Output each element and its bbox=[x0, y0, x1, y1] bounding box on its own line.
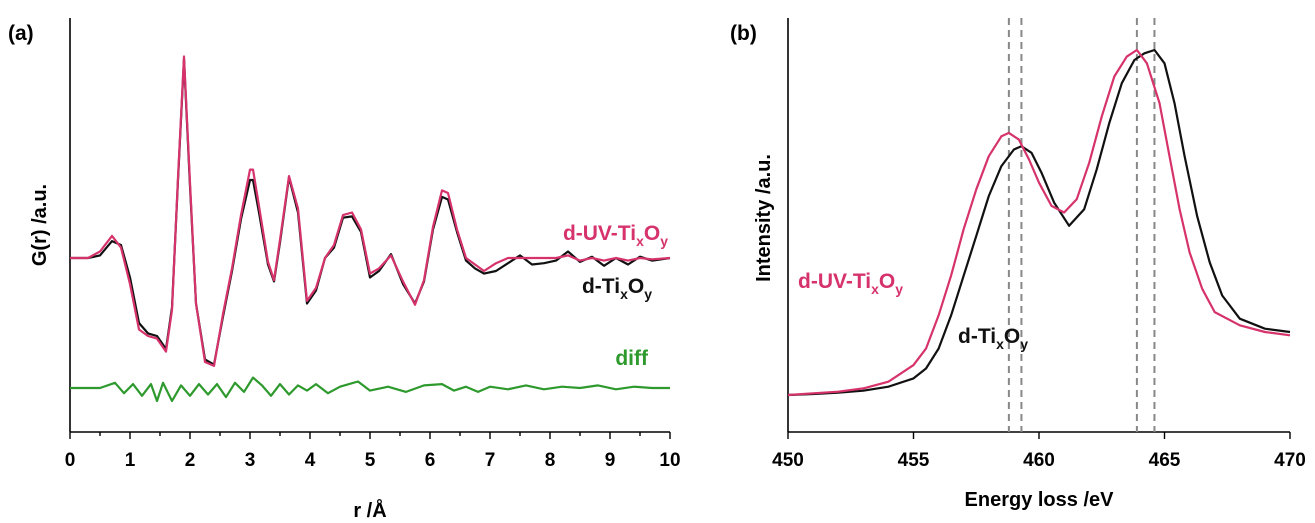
panel-b-x-tick-label: 460 bbox=[1023, 450, 1055, 471]
panel-a-legend-d-uv: d-UV-TixOy bbox=[563, 222, 668, 249]
panel-b-y-axis-title: Intensity /a.u. bbox=[753, 154, 775, 282]
panel-b-eels-chart: (b) 450 455 460 465 470 Energy loss /eV Intensi… bbox=[730, 18, 1306, 511]
panel-a-x-tick-label: 1 bbox=[125, 450, 136, 471]
panel-a-x-tick-label: 0 bbox=[65, 450, 76, 471]
panel-b-x-tick-label: 455 bbox=[898, 450, 930, 471]
panel-a-x-tick-label: 3 bbox=[245, 450, 256, 471]
panel-a-x-tick-label: 2 bbox=[185, 450, 196, 471]
panel-a-x-tick-label: 7 bbox=[485, 450, 496, 471]
panel-a-x-tick-label: 5 bbox=[365, 450, 376, 471]
panel-a-tag: (a) bbox=[8, 22, 34, 45]
panel-a-legend-diff: diff bbox=[615, 347, 649, 370]
panel-b-series-line bbox=[787, 48, 1291, 397]
panel-b-legend-d: d-TixOy bbox=[958, 325, 1028, 352]
panel-a-y-axis-title: G(r) /a.u. bbox=[29, 184, 51, 266]
panel-a-series-line bbox=[70, 58, 671, 366]
panel-b-series-line bbox=[787, 48, 1291, 397]
panel-a-x-tick-label: 6 bbox=[425, 450, 436, 471]
panel-a-pdf-chart: (a) 0 1 2 3 4 5 6 7 8 9 10 r /Å G(r) /a.u. d-UV-TixOy d… bbox=[8, 18, 681, 522]
panel-b-x-tick-label: 465 bbox=[1149, 450, 1181, 471]
panel-b-x-axis-title: Energy loss /eV bbox=[965, 489, 1115, 511]
panel-a-series-line bbox=[70, 376, 670, 403]
panel-b-x-tick-label: 470 bbox=[1274, 450, 1306, 471]
panel-a-x-tick-label: 10 bbox=[659, 450, 680, 471]
panel-b-legend-d-uv: d-UV-TixOy bbox=[798, 270, 903, 297]
panel-a-x-tick-label: 8 bbox=[545, 450, 556, 471]
panel-a-x-axis-title: r /Å bbox=[353, 498, 386, 522]
panel-a-series-line bbox=[70, 55, 671, 367]
panel-a-x-tick-label: 9 bbox=[605, 450, 616, 471]
panel-b-x-tick-label: 450 bbox=[772, 450, 804, 471]
panel-b-tag: (b) bbox=[730, 22, 757, 45]
panel-a-legend-d: d-TixOy bbox=[582, 275, 652, 302]
panel-a-x-tick-label: 4 bbox=[305, 450, 316, 471]
